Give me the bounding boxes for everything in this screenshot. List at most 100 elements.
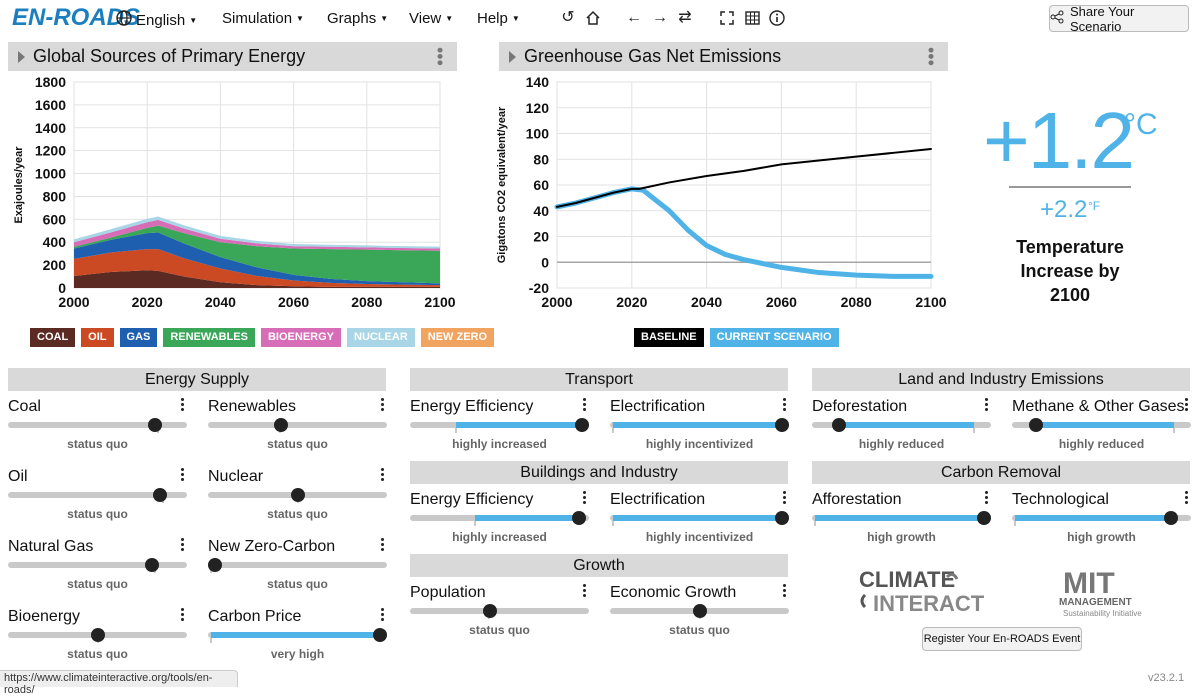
more-options-icon[interactable] <box>985 491 989 507</box>
legend-item-bioenergy[interactable]: BIOENERGY <box>260 328 341 347</box>
slider-track[interactable] <box>208 562 387 568</box>
slider-coal[interactable]: Coal status quo <box>8 398 187 458</box>
slider-new-zero[interactable]: New Zero-Carbon status quo <box>208 538 387 598</box>
more-options-icon[interactable] <box>985 398 989 414</box>
more-options-icon[interactable] <box>783 398 787 414</box>
slider-natural-gas[interactable]: Natural Gas status quo <box>8 538 187 598</box>
slider-methane[interactable]: Methane & Other Gases highly reduced <box>1012 398 1191 458</box>
slider-handle[interactable] <box>90 628 105 642</box>
slider-handle[interactable] <box>571 511 586 525</box>
legend-item-gas[interactable]: GAS <box>119 328 158 347</box>
emissions-chart[interactable]: 2000 2020 2040 2060 2080 2100-200204060801001… <box>495 72 965 322</box>
more-options-icon[interactable] <box>381 468 385 484</box>
more-options-icon[interactable] <box>381 538 385 554</box>
slider-bioenergy[interactable]: Bioenergy status quo <box>8 608 187 668</box>
legend-item-oil[interactable]: OIL <box>81 328 114 347</box>
slider-handle[interactable] <box>274 418 288 432</box>
slider-handle[interactable] <box>575 418 589 432</box>
graphs-menu[interactable]: Graphs ▼ <box>327 10 388 27</box>
more-options-icon[interactable] <box>1185 491 1189 507</box>
slider-econ-growth[interactable]: Economic Growth status quo <box>610 584 789 644</box>
legend-item-new-zero[interactable]: NEW ZERO <box>420 328 495 347</box>
slider-technological[interactable]: Technological high growth <box>1012 491 1191 551</box>
table-icon[interactable] <box>742 8 762 28</box>
y-tick-label: 1400 <box>35 120 66 136</box>
slider-track[interactable] <box>8 562 187 568</box>
more-options-icon[interactable] <box>783 491 787 507</box>
climate-interactive-logo[interactable]: CLIMATE INTERACTIVE <box>855 565 1020 617</box>
more-options-icon[interactable] <box>583 398 587 414</box>
slider-handle[interactable] <box>775 418 789 432</box>
slider-handle[interactable] <box>208 558 222 572</box>
slider-population[interactable]: Population status quo <box>410 584 589 644</box>
slider-track[interactable] <box>8 492 187 498</box>
slider-handle[interactable] <box>290 488 305 502</box>
compare-icon[interactable]: ⇄ <box>678 9 692 26</box>
language-menu[interactable]: English ▼ <box>116 10 197 30</box>
slider-handle[interactable] <box>482 604 497 618</box>
legend-item-coal[interactable]: COAL <box>30 328 76 347</box>
chevron-down-icon: ▼ <box>189 15 198 25</box>
legend-item-nuclear[interactable]: NUCLEAR <box>347 328 415 347</box>
expand-triangle-icon[interactable] <box>18 50 25 63</box>
legend-item-renewables[interactable]: RENEWABLES <box>163 328 255 347</box>
slider-handle[interactable] <box>692 604 707 618</box>
graph2-header[interactable]: Greenhouse Gas Net Emissions ••• <box>499 42 948 71</box>
slider-renewables[interactable]: Renewables status quo <box>208 398 387 458</box>
more-options-icon[interactable] <box>1185 398 1189 414</box>
slider-handle[interactable] <box>1163 511 1178 525</box>
more-options-icon[interactable] <box>181 468 185 484</box>
slider-label: Population <box>410 584 486 601</box>
slider-handle[interactable] <box>1028 418 1043 432</box>
info-icon[interactable] <box>767 8 787 28</box>
more-options-icon[interactable] <box>381 608 385 624</box>
more-options-icon[interactable] <box>583 584 587 600</box>
slider-handle[interactable] <box>977 511 991 525</box>
slider-track[interactable] <box>410 608 589 614</box>
graph1-header[interactable]: Global Sources of Primary Energy ••• <box>8 42 457 71</box>
slider-afforestation[interactable]: Afforestation high growth <box>812 491 991 551</box>
more-options-icon[interactable] <box>181 608 185 624</box>
slider-track[interactable] <box>208 422 387 428</box>
slider-handle[interactable] <box>144 558 159 572</box>
slider-handle[interactable] <box>148 418 163 432</box>
slider-handle[interactable] <box>775 511 789 525</box>
register-event-button[interactable]: Register Your En-ROADS Event <box>922 627 1082 651</box>
legend-item-current[interactable]: CURRENT SCENARIO <box>709 328 839 347</box>
slider-handle[interactable] <box>373 628 387 642</box>
more-options-icon[interactable] <box>181 398 185 414</box>
slider-transport-eff[interactable]: Energy Efficiency highly increased <box>410 398 589 458</box>
slider-build-elec[interactable]: Electrification highly incentivized <box>610 491 789 551</box>
simulation-menu[interactable]: Simulation ▼ <box>222 10 304 27</box>
undo-icon[interactable]: ↺ <box>561 9 575 26</box>
share-scenario-button[interactable]: Share Your Scenario <box>1049 4 1189 34</box>
expand-triangle-icon[interactable] <box>509 50 516 63</box>
primary-energy-chart[interactable]: 2000 2020 2040 2060 2080 2100 0 200 400 600 800 100… <box>0 72 470 322</box>
more-options-icon[interactable] <box>181 538 185 554</box>
arrow-left-icon[interactable]: ← <box>626 9 642 26</box>
home-icon[interactable] <box>583 8 603 28</box>
slider-carbon-price[interactable]: Carbon Price very high <box>208 608 387 668</box>
slider-deforestation[interactable]: Deforestation highly reduced <box>812 398 991 458</box>
more-options-icon[interactable]: ••• <box>921 47 941 66</box>
view-menu[interactable]: View ▼ <box>409 10 453 27</box>
more-options-icon[interactable] <box>783 584 787 600</box>
x-tick-label: 2060 <box>766 294 797 310</box>
slider-track[interactable] <box>8 422 187 428</box>
slider-transport-elec[interactable]: Electrification highly incentivized <box>610 398 789 458</box>
fullscreen-icon[interactable] <box>717 8 737 28</box>
legend-item-baseline[interactable]: BASELINE <box>634 328 704 347</box>
more-options-icon[interactable] <box>381 398 385 414</box>
more-options-icon[interactable]: ••• <box>430 47 450 66</box>
slider-handle[interactable] <box>831 418 846 432</box>
arrow-right-icon[interactable]: → <box>652 9 668 26</box>
slider-nuclear[interactable]: Nuclear status quo <box>208 468 387 528</box>
more-options-icon[interactable] <box>583 491 587 507</box>
slider-build-eff[interactable]: Energy Efficiency highly increased <box>410 491 589 551</box>
chevron-down-icon: ▼ <box>445 14 454 23</box>
slider-oil[interactable]: Oil status quo <box>8 468 187 528</box>
help-menu[interactable]: Help ▼ <box>477 10 520 27</box>
slider-handle[interactable] <box>153 488 168 502</box>
mit-management-logo[interactable]: MIT MANAGEMENT Sustainability Initiative <box>1055 565 1155 620</box>
graph2-legend: BASELINE CURRENT SCENARIO <box>634 328 839 347</box>
